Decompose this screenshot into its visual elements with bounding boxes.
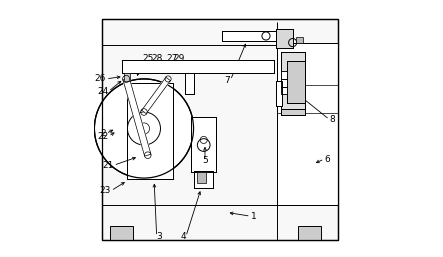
Bar bbox=[277, 43, 338, 205]
Bar bbox=[281, 87, 287, 94]
Bar bbox=[276, 81, 282, 106]
Bar bbox=[281, 79, 287, 87]
Text: 24: 24 bbox=[97, 87, 109, 96]
Bar bbox=[281, 71, 287, 79]
Circle shape bbox=[94, 79, 194, 178]
Bar bbox=[222, 31, 276, 41]
Bar bbox=[197, 172, 206, 183]
Text: 1: 1 bbox=[251, 212, 256, 221]
Bar bbox=[298, 226, 321, 240]
Text: 7: 7 bbox=[225, 76, 230, 85]
Bar bbox=[185, 72, 194, 94]
Bar bbox=[122, 60, 274, 72]
Bar bbox=[194, 171, 213, 188]
Text: 3: 3 bbox=[157, 232, 163, 241]
Bar bbox=[277, 43, 338, 205]
Bar bbox=[276, 29, 293, 48]
Text: 21: 21 bbox=[102, 161, 113, 170]
Polygon shape bbox=[123, 78, 151, 156]
Bar bbox=[191, 117, 217, 172]
Bar bbox=[281, 109, 305, 115]
Text: 28: 28 bbox=[151, 54, 163, 63]
Bar bbox=[124, 72, 130, 81]
Bar bbox=[102, 19, 338, 240]
Bar bbox=[281, 109, 305, 115]
Bar bbox=[281, 71, 287, 79]
Bar bbox=[281, 87, 287, 94]
Text: 26: 26 bbox=[94, 75, 106, 84]
Text: 4: 4 bbox=[180, 232, 186, 241]
Text: 25: 25 bbox=[143, 54, 154, 63]
Text: 22: 22 bbox=[97, 132, 109, 141]
Bar bbox=[276, 81, 282, 106]
Text: 2: 2 bbox=[100, 129, 106, 138]
Bar bbox=[281, 79, 287, 87]
Text: 5: 5 bbox=[202, 156, 208, 165]
Bar bbox=[109, 226, 132, 240]
Polygon shape bbox=[142, 77, 171, 114]
Text: 27: 27 bbox=[167, 54, 178, 63]
Text: 23: 23 bbox=[100, 186, 111, 195]
Text: 8: 8 bbox=[330, 115, 335, 124]
Bar bbox=[194, 171, 213, 188]
Bar bbox=[185, 72, 194, 94]
Bar bbox=[276, 29, 293, 48]
Bar bbox=[128, 83, 173, 179]
Text: 6: 6 bbox=[324, 154, 330, 163]
Bar bbox=[128, 83, 173, 179]
Bar bbox=[287, 61, 305, 103]
Bar bbox=[102, 19, 338, 240]
Text: 29: 29 bbox=[173, 54, 185, 63]
Bar bbox=[122, 60, 274, 72]
Bar bbox=[222, 31, 276, 41]
Bar bbox=[287, 61, 305, 103]
Bar bbox=[281, 52, 305, 109]
Bar bbox=[296, 38, 303, 43]
Bar bbox=[191, 117, 217, 172]
Bar bbox=[281, 52, 305, 109]
